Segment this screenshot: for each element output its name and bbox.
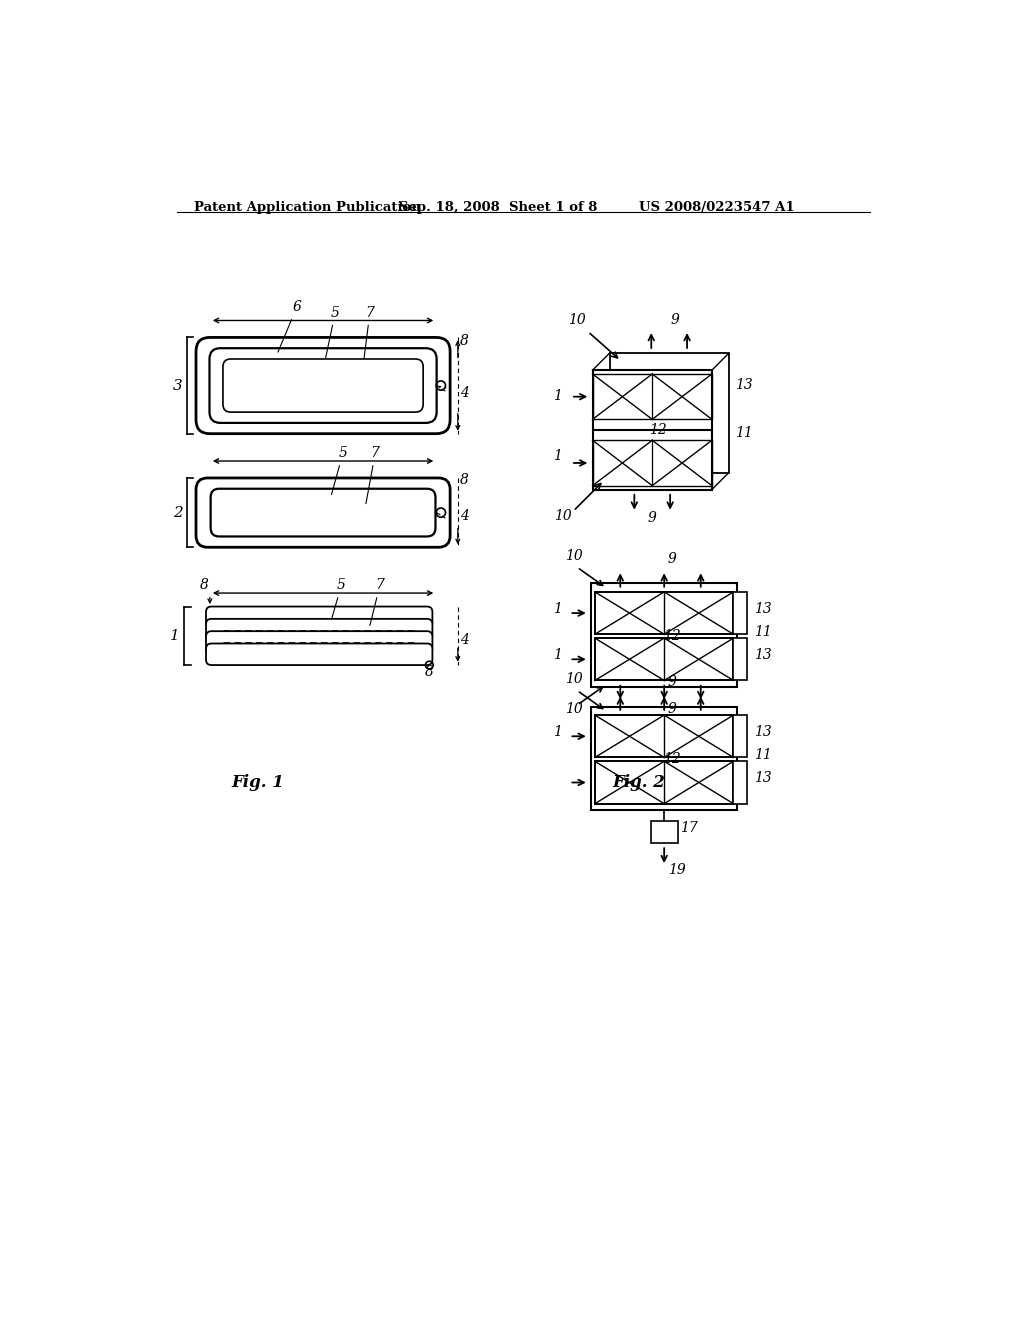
Text: 13: 13 xyxy=(755,648,772,663)
Text: 8: 8 xyxy=(460,334,469,348)
Text: 1: 1 xyxy=(170,628,180,643)
Text: 9: 9 xyxy=(667,702,676,715)
Bar xyxy=(593,441,712,486)
Text: 1: 1 xyxy=(553,648,562,663)
Text: 11: 11 xyxy=(735,426,753,440)
FancyBboxPatch shape xyxy=(196,338,451,434)
Bar xyxy=(650,821,678,843)
FancyBboxPatch shape xyxy=(223,359,423,412)
Text: 8: 8 xyxy=(460,473,469,487)
Text: Sep. 18, 2008  Sheet 1 of 8: Sep. 18, 2008 Sheet 1 of 8 xyxy=(398,201,597,214)
FancyBboxPatch shape xyxy=(206,631,432,653)
Bar xyxy=(595,591,733,635)
FancyBboxPatch shape xyxy=(206,619,432,640)
Text: 13: 13 xyxy=(755,725,772,739)
Text: 12: 12 xyxy=(663,752,680,767)
Text: 7: 7 xyxy=(370,578,384,626)
Text: Fig. 1: Fig. 1 xyxy=(231,775,284,792)
Text: 10: 10 xyxy=(568,313,586,327)
Text: Fig. 2: Fig. 2 xyxy=(612,775,666,792)
Text: 4: 4 xyxy=(460,387,469,400)
Text: 13: 13 xyxy=(755,771,772,785)
Text: 10: 10 xyxy=(565,549,583,562)
Text: 1: 1 xyxy=(553,389,562,403)
Text: 9: 9 xyxy=(667,552,676,566)
Text: 6: 6 xyxy=(278,300,301,352)
Bar xyxy=(593,374,712,420)
Text: 19: 19 xyxy=(668,863,686,876)
Text: 9: 9 xyxy=(671,313,680,327)
Text: 13: 13 xyxy=(755,602,772,616)
Text: 11: 11 xyxy=(755,626,772,639)
Text: 2: 2 xyxy=(173,506,182,520)
Text: 12: 12 xyxy=(663,630,680,643)
Text: 17: 17 xyxy=(680,821,697,836)
Text: 7: 7 xyxy=(361,306,375,375)
Text: Patent Application Publication: Patent Application Publication xyxy=(194,201,421,214)
Text: 1: 1 xyxy=(553,602,562,616)
FancyBboxPatch shape xyxy=(206,607,432,628)
Bar xyxy=(733,591,748,635)
Bar xyxy=(591,706,737,810)
Text: US 2008/0223547 A1: US 2008/0223547 A1 xyxy=(639,201,795,214)
Text: 9: 9 xyxy=(667,675,676,689)
FancyBboxPatch shape xyxy=(206,644,432,665)
Bar xyxy=(595,762,733,804)
Bar xyxy=(595,638,733,681)
Bar xyxy=(593,370,712,490)
Bar xyxy=(733,715,748,758)
Text: 5: 5 xyxy=(332,446,347,495)
Text: 1: 1 xyxy=(553,449,562,463)
Text: 5: 5 xyxy=(324,306,340,367)
Text: 9: 9 xyxy=(648,511,656,525)
Text: 7: 7 xyxy=(366,446,380,504)
Text: 4: 4 xyxy=(460,632,469,647)
Text: 1: 1 xyxy=(553,725,562,739)
Text: 8: 8 xyxy=(200,578,209,593)
Text: 8: 8 xyxy=(425,665,434,678)
Text: 10: 10 xyxy=(565,702,583,715)
Bar xyxy=(591,583,737,686)
Text: 5: 5 xyxy=(332,578,346,619)
Text: 13: 13 xyxy=(735,378,753,392)
Bar xyxy=(595,715,733,758)
Bar xyxy=(733,762,748,804)
FancyBboxPatch shape xyxy=(211,488,435,536)
Text: 3: 3 xyxy=(173,379,182,392)
FancyBboxPatch shape xyxy=(210,348,436,422)
Text: 4: 4 xyxy=(460,510,469,523)
Text: 10: 10 xyxy=(565,672,583,686)
Text: 12: 12 xyxy=(649,422,667,437)
Text: 11: 11 xyxy=(755,748,772,763)
Text: 10: 10 xyxy=(554,510,572,523)
FancyBboxPatch shape xyxy=(196,478,451,548)
Bar xyxy=(733,638,748,681)
